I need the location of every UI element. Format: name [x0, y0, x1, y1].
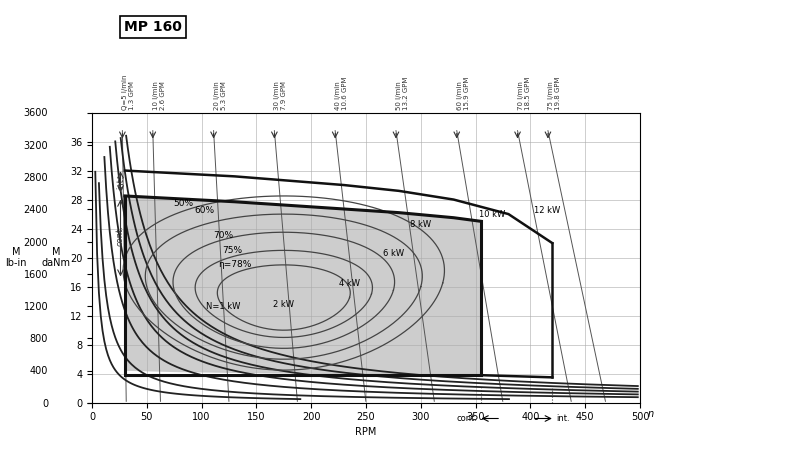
Text: η=78%: η=78% — [218, 261, 251, 270]
Text: 2 kW: 2 kW — [274, 300, 294, 309]
Text: 12 kW: 12 kW — [534, 206, 560, 215]
Text: 10 kW: 10 kW — [479, 210, 505, 219]
Text: 60%: 60% — [195, 206, 215, 215]
Text: M
lb-in: M lb-in — [6, 247, 26, 268]
Text: 10 l/min
2.6 GPM: 10 l/min 2.6 GPM — [153, 81, 166, 110]
Text: MP 160: MP 160 — [124, 20, 182, 34]
Text: 75%: 75% — [222, 246, 242, 255]
Text: 6 kW: 6 kW — [383, 249, 404, 258]
Text: n: n — [648, 409, 654, 419]
Text: RPM: RPM — [355, 427, 377, 437]
Text: 50 l/min
13.2 GPM: 50 l/min 13.2 GPM — [396, 77, 409, 110]
Text: int.: int. — [556, 414, 570, 423]
Polygon shape — [125, 196, 481, 375]
Text: cont.: cont. — [116, 225, 125, 246]
Text: 8 kW: 8 kW — [410, 220, 431, 230]
Text: M
daNm: M daNm — [42, 247, 70, 268]
Text: 75 l/min
19.8 GPM: 75 l/min 19.8 GPM — [548, 77, 561, 110]
Text: 70 l/min
18.5 GPM: 70 l/min 18.5 GPM — [518, 77, 530, 110]
Text: 60 l/min
15.9 GPM: 60 l/min 15.9 GPM — [457, 77, 470, 110]
Text: 50%: 50% — [173, 199, 193, 208]
Text: 4 kW: 4 kW — [339, 279, 360, 288]
Text: 20 l/min
5.3 GPM: 20 l/min 5.3 GPM — [214, 81, 226, 110]
Text: cont.: cont. — [456, 414, 477, 423]
Text: 40 l/min
10.6 GPM: 40 l/min 10.6 GPM — [335, 77, 348, 110]
Text: N=1 kW: N=1 kW — [206, 302, 241, 311]
Text: 30 l/min
7.9 GPM: 30 l/min 7.9 GPM — [274, 81, 287, 110]
Text: Q=5 l/min
1.3 GPM: Q=5 l/min 1.3 GPM — [122, 75, 135, 110]
Text: int.: int. — [116, 175, 125, 189]
Text: 70%: 70% — [214, 231, 234, 240]
